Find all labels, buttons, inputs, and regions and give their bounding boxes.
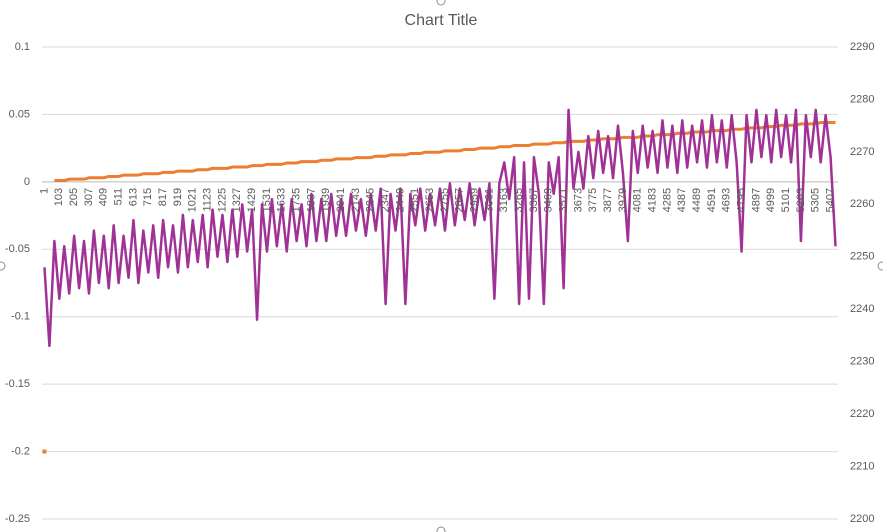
x-tick-label: 2959: [469, 188, 481, 212]
series-line: [43, 108, 837, 348]
x-tick-label: 715: [142, 188, 154, 206]
y2-tick-label: 2230: [850, 356, 874, 368]
y2-tick-label: 2250: [850, 251, 874, 263]
y-tick-label: -0.2: [11, 445, 30, 457]
x-tick-label: 1: [38, 188, 50, 194]
x-tick-label: 2449: [394, 188, 406, 212]
x-tick-label: 919: [172, 188, 184, 206]
x-tick-label: 1837: [305, 188, 317, 212]
x-tick-label: 1531: [261, 188, 273, 212]
y-tick-label: -0.25: [5, 513, 30, 525]
x-tick-label: 1735: [291, 188, 303, 212]
x-tick-label: 4489: [691, 188, 703, 212]
series-line: [54, 121, 836, 183]
y-tick-label: 0.05: [9, 108, 30, 120]
x-tick-label: 3877: [602, 188, 614, 212]
x-tick-label: 4387: [676, 188, 688, 212]
x-tick-label: 2551: [409, 188, 421, 212]
x-tick-label: 1633: [276, 188, 288, 212]
x-tick-label: 4999: [765, 188, 777, 212]
y-tick-label: -0.05: [5, 243, 30, 255]
x-tick-label: 4285: [661, 188, 673, 212]
x-tick-label: 3469: [543, 188, 555, 212]
x-tick-label: 1327: [231, 188, 243, 212]
x-tick-label: 4693: [721, 188, 733, 212]
y-tick-label: -0.15: [5, 378, 30, 390]
x-tick-label: 2143: [350, 188, 362, 212]
x-tick-label: 5203: [795, 188, 807, 212]
x-tick-label: 4795: [735, 188, 747, 212]
x-tick-label: 3367: [528, 188, 540, 212]
x-tick-label: 4183: [647, 188, 659, 212]
chart-title: Chart Title: [405, 12, 478, 29]
x-tick-label: 613: [127, 188, 139, 206]
x-tick-label: 205: [68, 188, 80, 206]
x-tick-label: 2755: [439, 188, 451, 212]
x-tick-label: 511: [113, 188, 125, 206]
y2-tick-label: 2280: [850, 93, 874, 105]
x-tick-label: 3673: [572, 188, 584, 212]
y-tick-label: 0.1: [15, 41, 30, 53]
x-tick-label: 4081: [632, 188, 644, 212]
y2-tick-label: 2240: [850, 303, 874, 315]
x-tick-label: 4591: [706, 188, 718, 212]
x-tick-label: 3163: [498, 188, 510, 212]
x-tick-label: 307: [83, 188, 95, 206]
x-tick-label: 817: [157, 188, 169, 206]
x-tick-label: 3265: [513, 188, 525, 212]
x-tick-label: 3061: [483, 188, 495, 212]
x-tick-label: 1021: [187, 188, 199, 212]
x-tick-label: 1225: [216, 188, 228, 212]
data-point: [42, 449, 47, 454]
x-tick-label: 103: [53, 188, 65, 206]
x-tick-label: 2041: [335, 188, 347, 212]
y2-tick-label: 2260: [850, 198, 874, 210]
x-tick-label: 3979: [617, 188, 629, 212]
y-tick-label: -0.1: [11, 311, 30, 323]
x-tick-label: 5101: [780, 188, 792, 212]
y2-tick-label: 2200: [850, 513, 874, 525]
x-tick-label: 5305: [810, 188, 822, 212]
x-tick-label: 2347: [380, 188, 392, 212]
x-tick-label: 1429: [246, 188, 258, 212]
x-tick-label: 3571: [558, 188, 570, 212]
y2-tick-label: 2210: [850, 460, 874, 472]
x-tick-label: 2245: [365, 188, 377, 212]
x-tick-label: 5407: [824, 188, 836, 212]
y2-tick-label: 2290: [850, 41, 874, 53]
y2-tick-label: 2220: [850, 408, 874, 420]
x-tick-label: 2653: [424, 188, 436, 212]
y-tick-label: 0: [24, 176, 30, 188]
x-tick-label: 409: [98, 188, 110, 206]
x-tick-label: 2857: [454, 188, 466, 212]
x-tick-label: 1123: [202, 188, 214, 212]
x-tick-label: 4897: [750, 188, 762, 212]
y2-tick-label: 2270: [850, 146, 874, 158]
x-tick-label: 3775: [587, 188, 599, 212]
x-tick-label: 1939: [320, 188, 332, 212]
